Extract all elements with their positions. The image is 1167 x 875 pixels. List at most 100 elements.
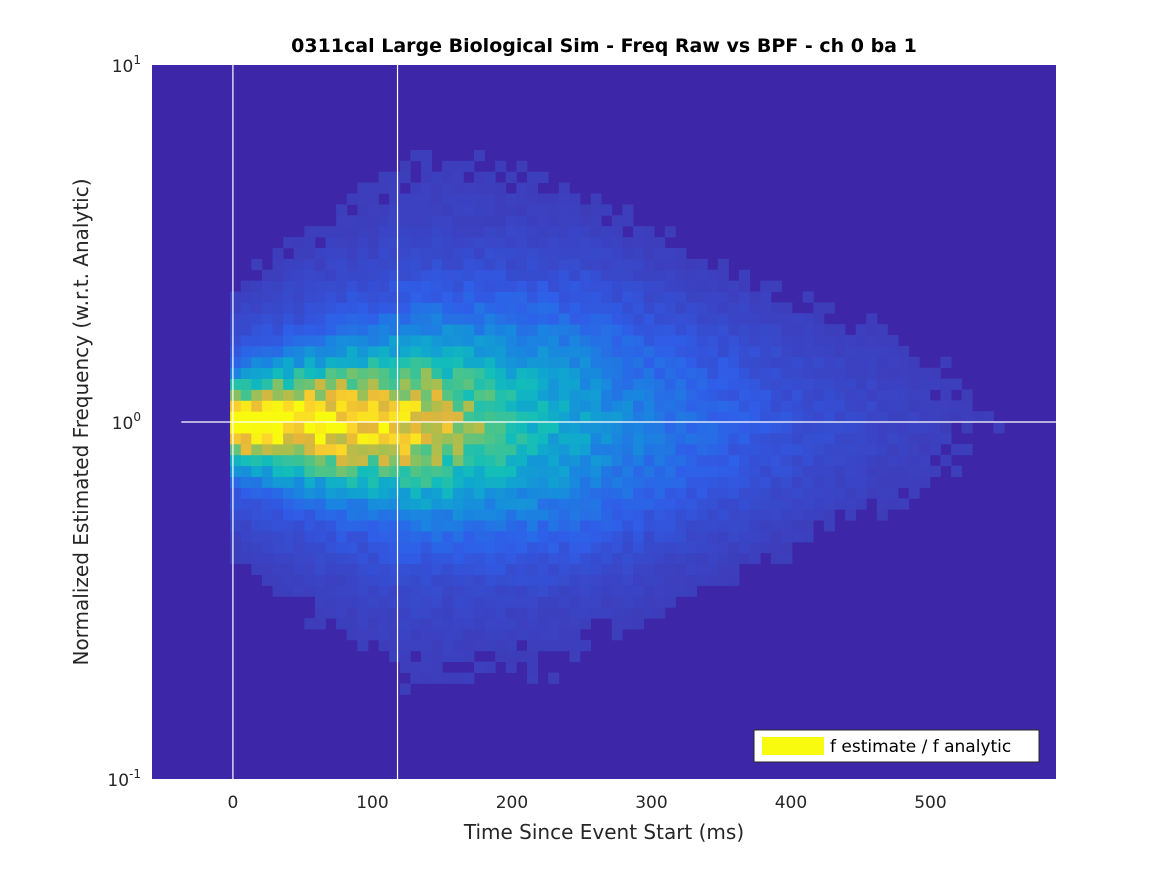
heatmap-cell (866, 335, 878, 347)
heatmap-cell (399, 226, 411, 238)
heatmap-cell (590, 204, 602, 216)
heatmap-cell (473, 302, 485, 314)
heatmap-cell (378, 433, 390, 445)
heatmap-cell (473, 335, 485, 347)
heatmap-cell (919, 378, 931, 390)
heatmap-cell (484, 585, 496, 597)
heatmap-cell (590, 552, 602, 565)
heatmap-cell (283, 498, 295, 510)
heatmap-cell (898, 422, 910, 434)
heatmap-cell (792, 335, 804, 347)
heatmap-cell (580, 443, 591, 456)
heatmap-cell (399, 618, 411, 630)
heatmap-cell (346, 422, 358, 434)
heatmap-cell (686, 400, 698, 412)
heatmap-cell (357, 454, 369, 467)
heatmap-cell (389, 193, 401, 205)
heatmap-cell (855, 378, 867, 390)
heatmap-cell (590, 487, 602, 499)
heatmap-cell (420, 454, 432, 467)
heatmap-cell (548, 520, 560, 532)
heatmap-cell (686, 585, 698, 597)
heatmap-cell (601, 422, 613, 434)
heatmap-cell (389, 650, 401, 663)
heatmap-cell (537, 313, 549, 325)
heatmap-cell (707, 433, 719, 445)
heatmap-cell (505, 639, 517, 652)
heatmap-cell (590, 324, 602, 336)
heatmap-cell (558, 302, 570, 314)
heatmap-cell (622, 313, 634, 325)
heatmap-cell (240, 476, 252, 488)
heatmap-cell (611, 422, 623, 434)
heatmap-cell (431, 313, 443, 325)
heatmap-cell (272, 302, 284, 314)
heatmap-cell (643, 607, 655, 619)
heatmap-cell (230, 433, 242, 445)
heatmap-cell (378, 226, 390, 238)
heatmap-cell (431, 226, 443, 238)
heatmap-cell (823, 465, 835, 477)
heatmap-cell (484, 345, 496, 358)
heatmap-cell (516, 367, 528, 379)
heatmap-cell (643, 422, 655, 434)
heatmap-cell (834, 367, 846, 379)
heatmap-cell (876, 367, 888, 379)
heatmap-cell (823, 476, 835, 488)
heatmap-cell (526, 574, 538, 586)
heatmap-cell (526, 661, 538, 673)
heatmap-cell (696, 313, 708, 325)
heatmap-cell (590, 269, 602, 281)
heatmap-cell (484, 182, 496, 194)
heatmap-cell (495, 389, 507, 401)
heatmap-cell (516, 400, 528, 412)
heatmap-cell (633, 356, 645, 369)
heatmap-cell (537, 247, 549, 260)
heatmap-cell (866, 378, 878, 390)
heatmap-cell (367, 389, 379, 401)
heatmap-cell (813, 335, 825, 347)
heatmap-cell (707, 324, 719, 336)
heatmap-cell (590, 476, 602, 488)
heatmap-cell (495, 498, 507, 510)
heatmap-cell (463, 498, 475, 510)
heatmap-cell (781, 345, 793, 358)
heatmap-cell (410, 476, 422, 488)
heatmap-cell (569, 607, 581, 619)
heatmap-cell (601, 433, 613, 445)
heatmap-cell (473, 476, 485, 488)
heatmap-cell (951, 443, 963, 456)
heatmap-cell (781, 302, 793, 314)
heatmap-cell (293, 324, 305, 336)
heatmap-cell (410, 454, 422, 467)
heatmap-cell (675, 476, 687, 488)
heatmap-cell (230, 454, 242, 467)
heatmap-cell (272, 541, 284, 554)
heatmap-cell (749, 313, 761, 325)
heatmap-cell (919, 476, 931, 488)
heatmap-cell (452, 280, 464, 292)
heatmap-cell (898, 378, 910, 390)
heatmap-cell (346, 269, 358, 281)
heatmap-cell (452, 291, 464, 303)
heatmap-cell (675, 541, 687, 554)
heatmap-cell (526, 269, 538, 281)
heatmap-cell (389, 454, 401, 467)
legend-label: f estimate / f analytic (830, 737, 1011, 757)
heatmap-cell (569, 335, 581, 347)
heatmap-cell (367, 465, 379, 477)
heatmap-cell (251, 454, 263, 467)
heatmap-cell (505, 618, 517, 630)
heatmap-cell (643, 291, 655, 303)
heatmap-cell (230, 291, 242, 303)
heatmap-cell (728, 498, 740, 510)
heatmap-cell (569, 563, 581, 575)
heatmap-cell (654, 585, 666, 597)
legend[interactable]: f estimate / f analytic (753, 729, 1040, 763)
heatmap-cell (230, 378, 242, 390)
heatmap-cell (664, 443, 676, 456)
heatmap-cell (389, 585, 401, 597)
heatmap-cell (378, 171, 390, 183)
heatmap-cell (261, 302, 273, 314)
heatmap-cell (484, 269, 496, 281)
